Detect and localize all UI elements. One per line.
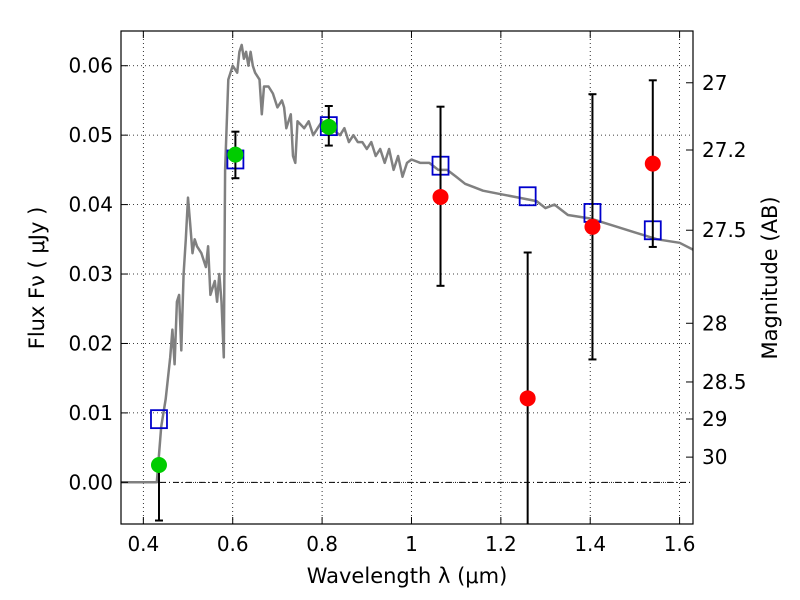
magnitude-tick-label: 29 xyxy=(702,407,727,431)
x-axis-label: Wavelength λ (μm) xyxy=(307,564,508,588)
nondetection-point xyxy=(432,188,449,205)
y-tick-label: 0.02 xyxy=(68,331,113,355)
y-tick-label: 0.03 xyxy=(68,262,113,286)
y-tick-label: 0.05 xyxy=(68,123,113,147)
y-tick-label: 0.04 xyxy=(68,193,113,217)
x-tick-label: 0.4 xyxy=(127,532,159,556)
y-tick-label: 0.06 xyxy=(68,54,113,78)
x-tick-label: 1.6 xyxy=(664,532,696,556)
detection-point xyxy=(150,456,167,473)
model-sed-line xyxy=(121,43,693,484)
magnitude-tick-label: 30 xyxy=(702,445,727,469)
plot-area xyxy=(121,43,693,524)
plot-background xyxy=(121,31,693,524)
y-tick-label: 0.01 xyxy=(68,401,113,425)
nondetection-point xyxy=(644,155,661,172)
detection-point xyxy=(227,146,244,163)
detection-point xyxy=(320,118,337,135)
y-tick-label: 0.00 xyxy=(68,470,113,494)
x-tick-label: 0.8 xyxy=(306,532,338,556)
y-axis-label: Flux Fν ( μJy ) xyxy=(25,207,49,350)
model-photometry-square xyxy=(518,186,537,207)
magnitude-tick-label: 27.2 xyxy=(702,138,747,162)
magnitude-tick-label: 28.5 xyxy=(702,370,747,394)
nondetection-point xyxy=(584,218,601,235)
magnitude-tick-label: 27 xyxy=(702,71,727,95)
magnitude-axis-label: Magnitude (AB) xyxy=(758,196,782,359)
x-tick-label: 1 xyxy=(405,532,418,556)
x-tick-label: 1.2 xyxy=(485,532,517,556)
x-tick-label: 1.4 xyxy=(574,532,606,556)
nondetection-point xyxy=(519,390,536,407)
plot-frame xyxy=(120,30,694,525)
x-tick-label: 0.6 xyxy=(217,532,249,556)
magnitude-tick-label: 27.5 xyxy=(702,218,747,242)
magnitude-tick-label: 28 xyxy=(702,311,727,335)
ticks: 0.4 0.6 0.8 1 1.2 1.4 1.6 0.00 0.01 0.02 0.03 0.04 0… xyxy=(68,31,747,556)
model-photometry-square xyxy=(150,409,168,430)
